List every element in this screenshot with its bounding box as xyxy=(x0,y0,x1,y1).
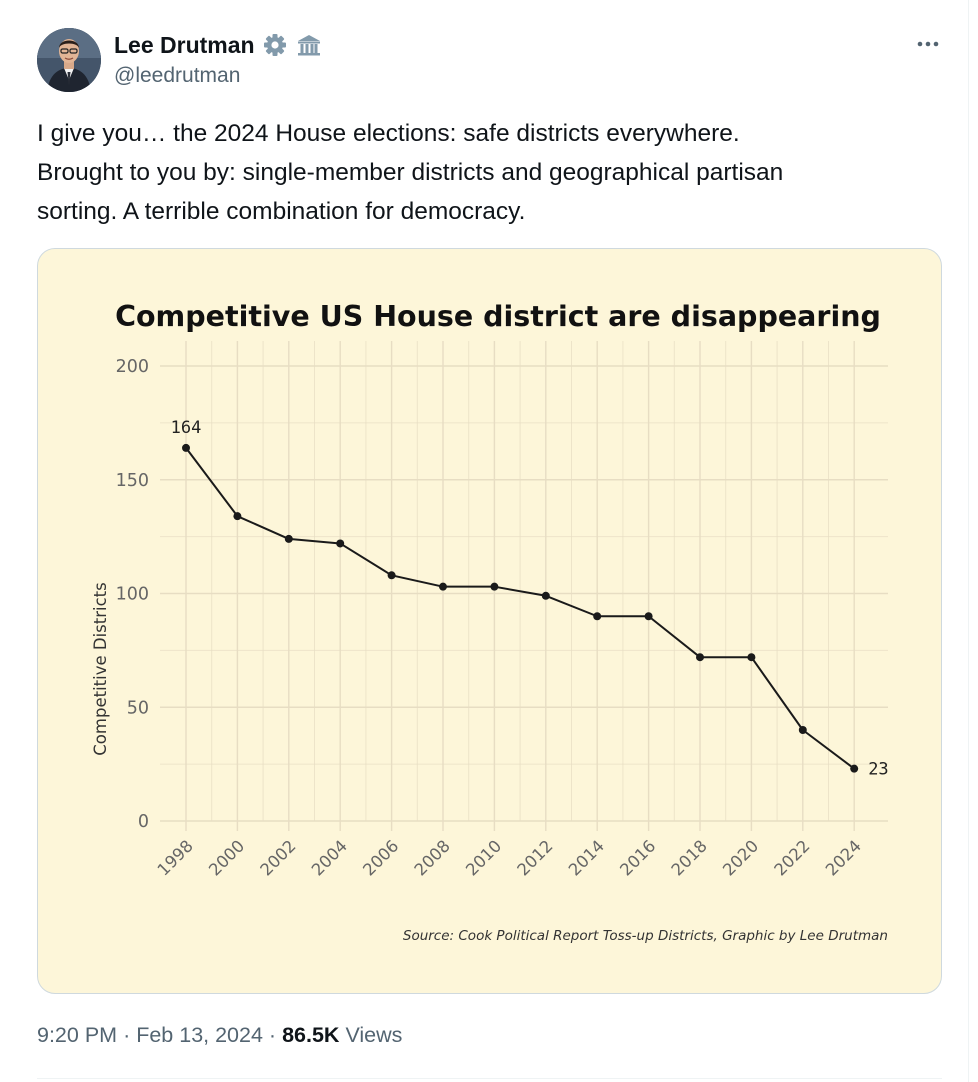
x-tick-label: 2002 xyxy=(256,836,299,879)
x-tick-label: 2012 xyxy=(513,836,556,879)
author-handle[interactable]: @leedrutman xyxy=(114,64,241,87)
avatar[interactable] xyxy=(37,28,101,92)
data-point xyxy=(696,653,704,662)
y-axis-label: Competitive Districts xyxy=(91,582,110,755)
data-point xyxy=(644,612,653,621)
data-point xyxy=(387,571,396,580)
x-tick-label: 2022 xyxy=(770,836,813,879)
x-tick-label: 2006 xyxy=(359,836,402,879)
more-options-button[interactable] xyxy=(910,30,946,58)
tweet-media-chart[interactable]: Competitive US House district are disapp… xyxy=(37,248,942,994)
tweet-meta: 9:20 PM · Feb 13, 2024 · 86.5K Views xyxy=(37,1020,402,1050)
tweet-text: I give you… the 2024 House elections: sa… xyxy=(37,120,784,225)
x-tick-label: 2024 xyxy=(822,836,865,879)
x-tick-label: 2016 xyxy=(616,836,659,879)
views-label: Views xyxy=(345,1023,403,1047)
chart-source-note: Source: Cook Political Report Toss-up Di… xyxy=(403,928,888,944)
data-point xyxy=(747,653,756,662)
data-label: 23 xyxy=(868,760,888,780)
data-point xyxy=(233,512,242,521)
more-dots-icon xyxy=(917,41,939,47)
x-tick-label: 2010 xyxy=(462,836,505,879)
data-point xyxy=(593,612,602,621)
views-count[interactable]: 86.5K xyxy=(282,1023,340,1047)
line-chart: Competitive US House district are disapp… xyxy=(91,300,889,944)
y-tick-label: 150 xyxy=(116,471,149,491)
x-tick-label: 2008 xyxy=(411,836,454,879)
data-point xyxy=(490,582,499,591)
divider xyxy=(37,1078,942,1079)
timeline-divider xyxy=(968,0,969,1082)
data-point xyxy=(850,764,859,773)
y-tick-label: 200 xyxy=(116,357,149,377)
x-tick-label: 2020 xyxy=(719,836,762,879)
y-tick-label: 50 xyxy=(127,698,149,718)
display-name-row: Lee Drutman xyxy=(114,31,323,59)
x-tick-label: 2004 xyxy=(308,836,351,879)
x-tick-label: 2014 xyxy=(565,836,608,879)
data-point xyxy=(182,443,190,452)
meta-separator: · xyxy=(268,1023,277,1047)
series-line xyxy=(185,447,855,770)
x-tick-label: 1998 xyxy=(154,836,197,879)
data-label: 164 xyxy=(171,418,202,438)
display-name[interactable]: Lee Drutman xyxy=(114,32,255,58)
data-point xyxy=(439,582,447,591)
x-tick-label: 2000 xyxy=(205,836,248,879)
meta-separator: · xyxy=(123,1023,131,1047)
data-point xyxy=(541,591,550,600)
chart-series: 164 23 xyxy=(171,418,889,780)
chart-grid xyxy=(160,341,888,831)
government-building-icon[interactable] xyxy=(295,31,323,59)
tweet-date[interactable]: Feb 13, 2024 xyxy=(136,1023,263,1047)
y-tick-label: 100 xyxy=(116,585,149,605)
avatar-image xyxy=(37,28,101,92)
data-point xyxy=(284,534,293,543)
chart-title: Competitive US House district are disapp… xyxy=(115,300,881,333)
y-tick-label: 0 xyxy=(138,812,149,832)
tweet-time[interactable]: 9:20 PM xyxy=(37,1023,118,1047)
gear-icon[interactable] xyxy=(261,31,289,59)
data-point xyxy=(336,539,345,548)
x-tick-label: 2018 xyxy=(668,836,711,879)
data-point xyxy=(798,726,807,734)
chart-axes: 0 50 100 150 200 1998 2000 2002 2004 2006 2008 2010… xyxy=(116,357,865,880)
